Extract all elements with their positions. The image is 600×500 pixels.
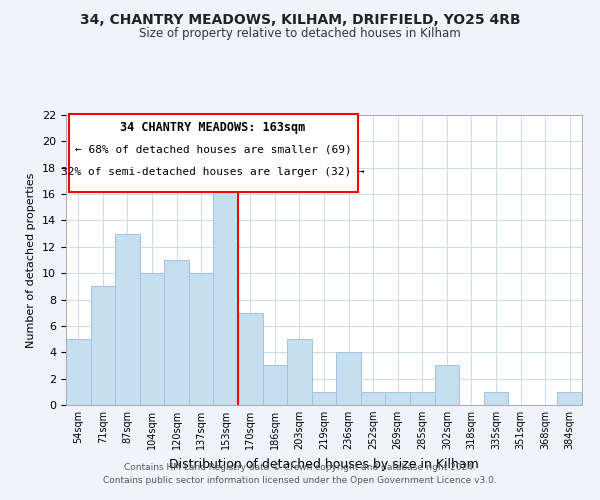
Bar [164,260,189,405]
Text: Size of property relative to detached houses in Kilham: Size of property relative to detached ho… [139,28,461,40]
Bar [434,366,459,405]
Text: Contains public sector information licensed under the Open Government Licence v3: Contains public sector information licen… [103,476,497,485]
Bar [312,392,336,405]
Bar [189,273,214,405]
Bar [557,392,582,405]
Bar [91,286,115,405]
Bar [263,366,287,405]
Bar [361,392,385,405]
Bar [238,312,263,405]
Text: ← 68% of detached houses are smaller (69): ← 68% of detached houses are smaller (69… [74,144,352,154]
Text: 34, CHANTRY MEADOWS, KILHAM, DRIFFIELD, YO25 4RB: 34, CHANTRY MEADOWS, KILHAM, DRIFFIELD, … [80,12,520,26]
Text: Contains HM Land Registry data © Crown copyright and database right 2024.: Contains HM Land Registry data © Crown c… [124,464,476,472]
Bar [66,339,91,405]
Bar [140,273,164,405]
Bar [214,168,238,405]
Y-axis label: Number of detached properties: Number of detached properties [26,172,37,348]
Bar [410,392,434,405]
Bar [115,234,140,405]
FancyBboxPatch shape [68,114,358,192]
Text: 32% of semi-detached houses are larger (32) →: 32% of semi-detached houses are larger (… [61,167,365,177]
Bar [336,352,361,405]
Bar [385,392,410,405]
Text: 34 CHANTRY MEADOWS: 163sqm: 34 CHANTRY MEADOWS: 163sqm [121,121,305,134]
Bar [287,339,312,405]
Bar [484,392,508,405]
X-axis label: Distribution of detached houses by size in Kilham: Distribution of detached houses by size … [169,458,479,470]
